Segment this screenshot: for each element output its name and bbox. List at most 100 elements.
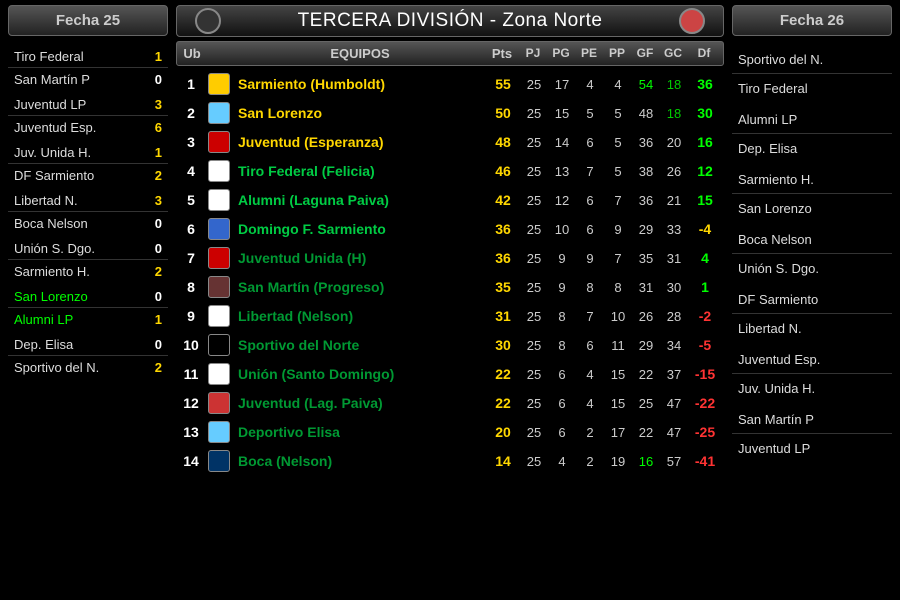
fixture-team: San Martín P bbox=[14, 72, 146, 87]
cell-gf: 16 bbox=[632, 454, 660, 469]
cell-pp: 15 bbox=[604, 367, 632, 382]
fixture-team: DF Sarmiento bbox=[738, 292, 886, 307]
cell-df: 16 bbox=[688, 134, 722, 150]
fixture-team: Unión S. Dgo. bbox=[14, 241, 146, 256]
th-gc: GC bbox=[659, 46, 687, 61]
fixture: Juv. Unida H.1DF Sarmiento2 bbox=[8, 142, 168, 186]
cell-gf: 38 bbox=[632, 164, 660, 179]
fixture-score: 2 bbox=[146, 264, 162, 279]
table-row: 13Deportivo Elisa202562172247-25 bbox=[176, 418, 724, 446]
cell-pg: 10 bbox=[548, 222, 576, 237]
cell-pj: 25 bbox=[520, 164, 548, 179]
cell-pts: 48 bbox=[486, 134, 520, 150]
fixture-row: Juv. Unida H.1 bbox=[8, 142, 168, 164]
cell-df: 30 bbox=[688, 105, 722, 121]
fixture: Boca NelsonUnión S. Dgo. bbox=[732, 226, 892, 282]
fixture-score: 2 bbox=[146, 360, 162, 375]
cell-pj: 25 bbox=[520, 338, 548, 353]
cell-pg: 15 bbox=[548, 106, 576, 121]
cell-ub: 3 bbox=[178, 134, 204, 150]
cell-pp: 11 bbox=[604, 338, 632, 353]
table-row: 6Domingo F. Sarmiento362510692933-4 bbox=[176, 215, 724, 243]
cell-gc: 30 bbox=[660, 280, 688, 295]
fixture-team: Libertad N. bbox=[738, 321, 886, 336]
cell-pts: 55 bbox=[486, 76, 520, 92]
fixture-team: Juv. Unida H. bbox=[738, 381, 886, 396]
fixture-score: 3 bbox=[146, 193, 162, 208]
right-fixtures-panel: Fecha 26 Sportivo del N. Tiro Federal Alum… bbox=[732, 5, 892, 595]
cell-team: Boca (Nelson) bbox=[234, 453, 486, 469]
cell-pts: 50 bbox=[486, 105, 520, 121]
cell-pp: 17 bbox=[604, 425, 632, 440]
fixture-row: San Lorenzo bbox=[732, 195, 892, 222]
cell-pts: 30 bbox=[486, 337, 520, 353]
fixture-team: Unión S. Dgo. bbox=[738, 261, 886, 276]
cell-team: San Martín (Progreso) bbox=[234, 279, 486, 295]
fixture: Alumni LPDep. Elisa bbox=[732, 106, 892, 162]
cell-ub: 10 bbox=[178, 337, 204, 353]
cell-ub: 7 bbox=[178, 250, 204, 266]
fixture: DF Sarmiento Libertad N. bbox=[732, 286, 892, 342]
cell-pe: 4 bbox=[576, 396, 604, 411]
right-header: Fecha 26 bbox=[732, 5, 892, 36]
cell-ub: 12 bbox=[178, 395, 204, 411]
cell-pg: 14 bbox=[548, 135, 576, 150]
cell-ub: 5 bbox=[178, 192, 204, 208]
cell-pg: 13 bbox=[548, 164, 576, 179]
cell-df: 4 bbox=[688, 250, 722, 266]
cell-gf: 22 bbox=[632, 425, 660, 440]
fixture-team: Tiro Federal bbox=[738, 81, 886, 96]
cell-ub: 6 bbox=[178, 221, 204, 237]
cell-pts: 36 bbox=[486, 250, 520, 266]
cell-ub: 11 bbox=[178, 366, 204, 382]
fixture: Sarmiento H.San Lorenzo bbox=[732, 166, 892, 222]
fixture-score: 1 bbox=[146, 145, 162, 160]
fixture: San Martín P Juventud LP bbox=[732, 406, 892, 462]
fixture-row: Unión S. Dgo. bbox=[732, 255, 892, 282]
cell-gc: 21 bbox=[660, 193, 688, 208]
cell-pj: 25 bbox=[520, 396, 548, 411]
fixture-score: 0 bbox=[146, 72, 162, 87]
cell-pe: 5 bbox=[576, 106, 604, 121]
cell-pp: 7 bbox=[604, 193, 632, 208]
team-badge-icon bbox=[204, 392, 234, 414]
table-row: 7Juventud Unida (H)362599735314 bbox=[176, 244, 724, 272]
fixture-team: Tiro Federal bbox=[14, 49, 146, 64]
cell-pj: 25 bbox=[520, 135, 548, 150]
title-bar: TERCERA DIVISIÓN - Zona Norte bbox=[176, 5, 724, 37]
fixture-team: San Martín P bbox=[738, 412, 886, 427]
fixture-team: Sportivo del N. bbox=[738, 52, 886, 67]
fixture-score: 1 bbox=[146, 49, 162, 64]
cell-pp: 4 bbox=[604, 77, 632, 92]
title-text: TERCERA DIVISIÓN - Zona Norte bbox=[298, 10, 603, 32]
fixture-team: Dep. Elisa bbox=[14, 337, 146, 352]
table-row: 5Alumni (Laguna Paiva)42251267362115 bbox=[176, 186, 724, 214]
cell-ub: 4 bbox=[178, 163, 204, 179]
team-badge-icon bbox=[204, 421, 234, 443]
fixture-team: Sarmiento H. bbox=[14, 264, 146, 279]
fixture-row: Sarmiento H. bbox=[732, 166, 892, 194]
table-row: 12Juventud (Lag. Paiva)222564152547-22 bbox=[176, 389, 724, 417]
fixture-team: Sportivo del N. bbox=[14, 360, 146, 375]
cell-gf: 36 bbox=[632, 135, 660, 150]
cell-pe: 6 bbox=[576, 338, 604, 353]
cell-gc: 26 bbox=[660, 164, 688, 179]
cell-df: -25 bbox=[688, 424, 722, 440]
cell-pg: 6 bbox=[548, 425, 576, 440]
cell-team: Domingo F. Sarmiento bbox=[234, 221, 486, 237]
team-badge-icon bbox=[204, 102, 234, 124]
cell-ub: 8 bbox=[178, 279, 204, 295]
cell-pe: 4 bbox=[576, 77, 604, 92]
fixture-row: Juventud LP bbox=[732, 435, 892, 462]
cell-pe: 6 bbox=[576, 222, 604, 237]
cell-pe: 6 bbox=[576, 135, 604, 150]
fixture-row: Libertad N.3 bbox=[8, 190, 168, 212]
cell-pg: 6 bbox=[548, 367, 576, 382]
th-pj: PJ bbox=[519, 46, 547, 61]
cell-pe: 4 bbox=[576, 367, 604, 382]
fixture: Dep. Elisa0Sportivo del N.2 bbox=[8, 334, 168, 378]
cell-pe: 7 bbox=[576, 164, 604, 179]
fixture-row: Juventud LP3 bbox=[8, 94, 168, 116]
cell-team: San Lorenzo bbox=[234, 105, 486, 121]
cell-gc: 18 bbox=[660, 77, 688, 92]
